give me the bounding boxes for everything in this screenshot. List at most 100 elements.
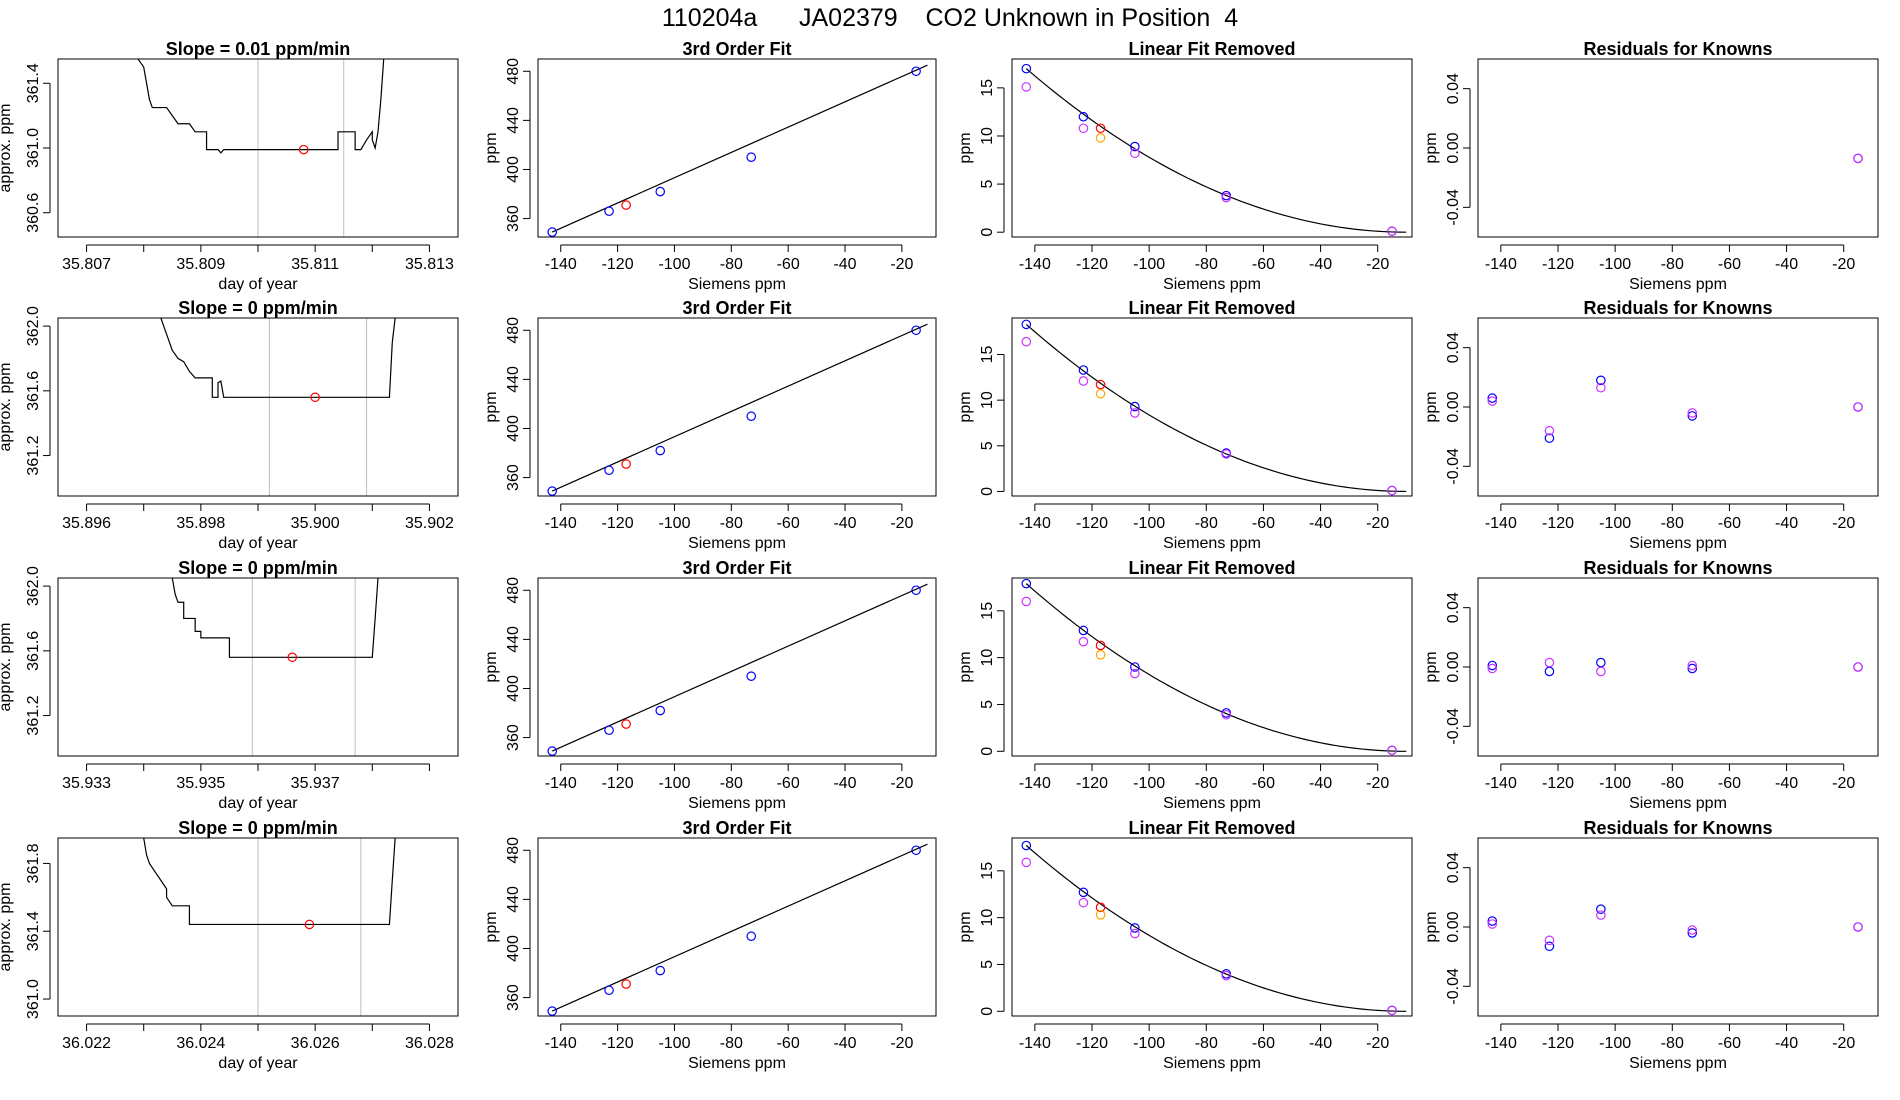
data-point bbox=[1487, 396, 1498, 406]
x-tick-label: -60 bbox=[1252, 256, 1275, 273]
plot-title: Residuals for Knowns bbox=[1583, 818, 1772, 838]
data-point bbox=[298, 144, 309, 155]
x-axis-label: Siemens ppm bbox=[688, 1055, 786, 1072]
trace-line bbox=[160, 318, 396, 398]
x-axis-label: Siemens ppm bbox=[688, 795, 786, 812]
x-tick-label: -80 bbox=[1661, 515, 1684, 532]
data-point bbox=[621, 719, 631, 729]
data-point bbox=[1387, 485, 1397, 496]
y-tick-label: 361.4 bbox=[25, 911, 42, 951]
data-point bbox=[1078, 887, 1089, 898]
plot-frame bbox=[537, 837, 937, 1017]
data-point bbox=[1221, 709, 1232, 720]
x-tick-label: -60 bbox=[1252, 1035, 1275, 1052]
y-axis-label: ppm bbox=[483, 132, 500, 163]
x-tick-label: -100 bbox=[658, 515, 690, 532]
x-tick-label: -80 bbox=[1195, 1035, 1218, 1052]
y-tick-label: -0.04 bbox=[1445, 189, 1462, 226]
data-point bbox=[1095, 640, 1106, 651]
x-tick-label: -140 bbox=[1485, 775, 1517, 792]
x-tick-label: -80 bbox=[720, 515, 743, 532]
x-tick-label: -140 bbox=[1019, 1035, 1051, 1052]
data-point bbox=[1095, 388, 1106, 399]
data-point bbox=[1544, 425, 1555, 436]
data-point bbox=[1221, 449, 1232, 459]
x-tick-label: -140 bbox=[1019, 515, 1051, 532]
y-tick-label: 400 bbox=[505, 415, 522, 442]
plot-frame bbox=[537, 58, 937, 238]
trace-line bbox=[137, 59, 385, 154]
plot-area bbox=[171, 578, 379, 756]
y-tick-label: 480 bbox=[505, 577, 522, 604]
y-axis-label: ppm bbox=[957, 391, 974, 422]
x-tick-label: -20 bbox=[1366, 515, 1389, 532]
x-tick-label: 36.026 bbox=[291, 1035, 340, 1052]
data-point bbox=[1487, 393, 1498, 403]
data-point bbox=[1544, 941, 1555, 952]
data-point bbox=[1021, 840, 1032, 851]
plot-title: Residuals for Knowns bbox=[1583, 558, 1772, 578]
y-tick-label: 361.2 bbox=[25, 435, 42, 475]
plot-area bbox=[1853, 153, 1863, 164]
fit-line bbox=[551, 323, 928, 492]
x-tick-label: -140 bbox=[545, 775, 577, 792]
y-axis-label: approx. ppm bbox=[0, 883, 14, 972]
data-point bbox=[1078, 625, 1089, 636]
data-point bbox=[1687, 408, 1698, 418]
y-axis-label: approx. ppm bbox=[0, 623, 14, 712]
plot-area bbox=[1021, 319, 1407, 496]
x-tick-label: -100 bbox=[1599, 515, 1631, 532]
data-point bbox=[547, 1006, 558, 1016]
data-point bbox=[1487, 919, 1498, 929]
data-point bbox=[1487, 660, 1498, 671]
data-point bbox=[621, 459, 631, 469]
plot-frame bbox=[1011, 577, 1413, 757]
panel-linear_removed-row-4: -140 -120 -100 -80 -60 -40 -20 Siemens ppm 0 5 10 1… bbox=[957, 818, 1413, 1072]
y-axis-label: ppm bbox=[957, 651, 974, 682]
data-point bbox=[1687, 928, 1698, 938]
data-point bbox=[1221, 192, 1232, 203]
y-tick-label: 360 bbox=[505, 205, 522, 232]
x-tick-label: -100 bbox=[1599, 1035, 1631, 1052]
plot-area bbox=[1021, 840, 1407, 1016]
y-tick-label: 15 bbox=[979, 602, 996, 620]
x-axis-label: day of year bbox=[218, 276, 298, 293]
data-point bbox=[1078, 111, 1089, 122]
data-point bbox=[547, 746, 558, 756]
plot-title: Slope = 0 ppm/min bbox=[178, 298, 338, 318]
data-point bbox=[655, 445, 666, 456]
y-axis-label: ppm bbox=[1423, 132, 1440, 163]
plot-frame bbox=[1011, 58, 1413, 238]
plot-area bbox=[547, 323, 928, 496]
x-tick-label: -80 bbox=[1661, 775, 1684, 792]
y-tick-label: 0.00 bbox=[1445, 132, 1462, 163]
data-point bbox=[746, 411, 757, 422]
panel-linear_removed-row-3: -140 -120 -100 -80 -60 -40 -20 Siemens ppm 0 5 10 1… bbox=[957, 558, 1413, 812]
x-tick-label: -20 bbox=[890, 515, 913, 532]
plot-area bbox=[1487, 904, 1863, 952]
plot-area bbox=[1021, 63, 1407, 237]
plot-area bbox=[1487, 657, 1863, 677]
plot-frame bbox=[1477, 837, 1879, 1017]
x-axis-label: Siemens ppm bbox=[1163, 1055, 1261, 1072]
plot-area bbox=[547, 64, 928, 237]
y-tick-label: 10 bbox=[979, 127, 996, 145]
x-tick-label: -80 bbox=[720, 256, 743, 273]
data-point bbox=[621, 979, 631, 989]
plot-area bbox=[547, 583, 928, 756]
y-axis-label: ppm bbox=[483, 391, 500, 422]
y-tick-label: 0 bbox=[979, 228, 996, 237]
plot-frame bbox=[57, 837, 459, 1017]
panel-linear_removed-row-2: -140 -120 -100 -80 -60 -40 -20 Siemens ppm 0 5 10 1… bbox=[957, 298, 1413, 552]
data-point bbox=[911, 66, 921, 77]
x-tick-label: -120 bbox=[602, 1035, 634, 1052]
panel-fit-row-4: -140 -120 -100 -80 -60 -40 -20 Siemens ppm 360 40… bbox=[483, 818, 937, 1072]
data-point bbox=[1687, 663, 1698, 674]
plot-frame bbox=[1477, 577, 1879, 757]
y-tick-label: 440 bbox=[505, 366, 522, 393]
x-tick-label: 35.807 bbox=[62, 256, 111, 273]
data-point bbox=[1387, 745, 1397, 756]
y-tick-label: 0 bbox=[979, 487, 996, 496]
y-tick-label: 10 bbox=[979, 909, 996, 927]
fit-line bbox=[551, 64, 928, 233]
